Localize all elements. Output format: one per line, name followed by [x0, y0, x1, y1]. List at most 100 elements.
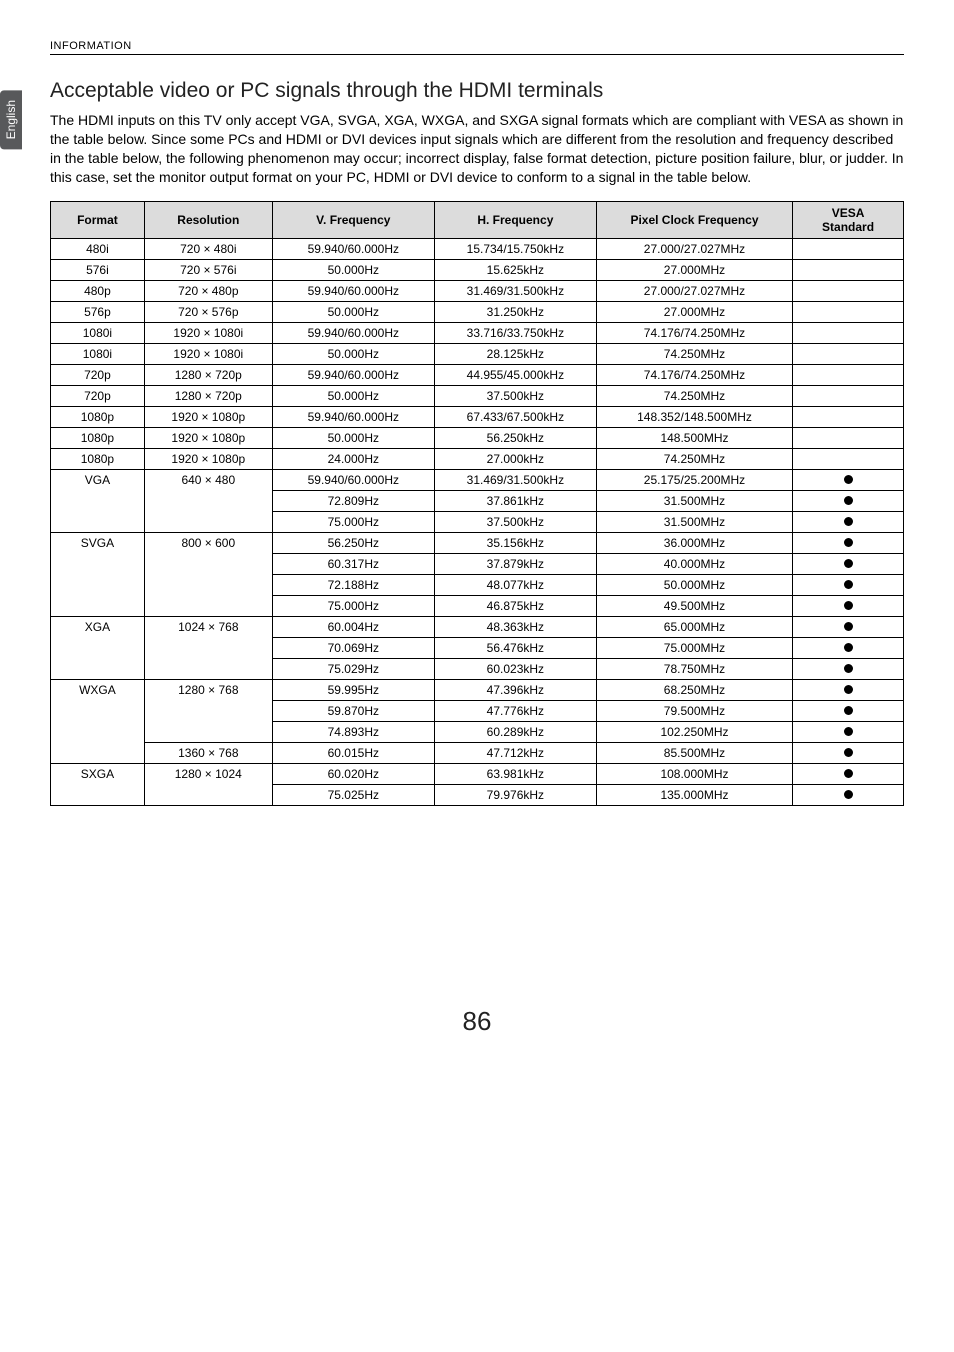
cell-resolution: 1024 × 768 [144, 617, 272, 680]
cell-vfreq: 70.069Hz [272, 638, 434, 659]
cell-hfreq: 56.476kHz [434, 638, 596, 659]
cell-resolution: 720 × 576i [144, 260, 272, 281]
cell-pclock: 40.000MHz [596, 554, 792, 575]
table-header-row: FormatResolutionV. FrequencyH. Frequency… [51, 201, 904, 239]
cell-vfreq: 50.000Hz [272, 302, 434, 323]
cell-resolution: 1360 × 768 [144, 743, 272, 764]
cell-vesa [793, 239, 904, 260]
table-row: 576p720 × 576p50.000Hz31.250kHz27.000MHz [51, 302, 904, 323]
cell-hfreq: 37.500kHz [434, 512, 596, 533]
cell-resolution: 800 × 600 [144, 533, 272, 617]
cell-format: 480i [51, 239, 145, 260]
cell-vesa [793, 407, 904, 428]
table-row: SXGA1280 × 102460.020Hz63.981kHz108.000M… [51, 764, 904, 785]
table-row: 480i720 × 480i59.940/60.000Hz15.734/15.7… [51, 239, 904, 260]
dot-icon [844, 727, 853, 736]
cell-hfreq: 37.861kHz [434, 491, 596, 512]
dot-icon [844, 601, 853, 610]
cell-hfreq: 47.776kHz [434, 701, 596, 722]
cell-format: WXGA [51, 680, 145, 764]
dot-icon [844, 664, 853, 673]
table-row: 720p1280 × 720p50.000Hz37.500kHz74.250MH… [51, 386, 904, 407]
cell-resolution: 720 × 480p [144, 281, 272, 302]
cell-vfreq: 50.000Hz [272, 428, 434, 449]
cell-vfreq: 60.015Hz [272, 743, 434, 764]
cell-pclock: 102.250MHz [596, 722, 792, 743]
signal-table: FormatResolutionV. FrequencyH. Frequency… [50, 201, 904, 807]
cell-vfreq: 24.000Hz [272, 449, 434, 470]
cell-vfreq: 59.870Hz [272, 701, 434, 722]
cell-pclock: 135.000MHz [596, 785, 792, 806]
cell-resolution: 1920 × 1080p [144, 449, 272, 470]
cell-format: 720p [51, 386, 145, 407]
cell-pclock: 27.000/27.027MHz [596, 239, 792, 260]
cell-hfreq: 31.250kHz [434, 302, 596, 323]
cell-pclock: 74.176/74.250MHz [596, 365, 792, 386]
cell-hfreq: 60.289kHz [434, 722, 596, 743]
cell-format: VGA [51, 470, 145, 533]
table-row: 1080i1920 × 1080i50.000Hz28.125kHz74.250… [51, 344, 904, 365]
cell-resolution: 640 × 480 [144, 470, 272, 533]
cell-vesa [793, 785, 904, 806]
dot-icon [844, 685, 853, 694]
cell-hfreq: 47.712kHz [434, 743, 596, 764]
cell-hfreq: 15.734/15.750kHz [434, 239, 596, 260]
dot-icon [844, 790, 853, 799]
cell-pclock: 74.250MHz [596, 449, 792, 470]
table-col-header: Resolution [144, 201, 272, 239]
cell-vfreq: 59.940/60.000Hz [272, 281, 434, 302]
cell-pclock: 148.352/148.500MHz [596, 407, 792, 428]
page-header-label: INFORMATION [50, 40, 904, 55]
cell-hfreq: 37.500kHz [434, 386, 596, 407]
cell-vesa [793, 302, 904, 323]
cell-format: 1080i [51, 323, 145, 344]
cell-hfreq: 79.976kHz [434, 785, 596, 806]
cell-vesa [793, 575, 904, 596]
cell-vesa [793, 491, 904, 512]
table-row: 1080i1920 × 1080i59.940/60.000Hz33.716/3… [51, 323, 904, 344]
table-row: 480p720 × 480p59.940/60.000Hz31.469/31.5… [51, 281, 904, 302]
cell-pclock: 75.000MHz [596, 638, 792, 659]
cell-vfreq: 50.000Hz [272, 386, 434, 407]
table-col-header: Pixel Clock Frequency [596, 201, 792, 239]
table-row: 1080p1920 × 1080p50.000Hz56.250kHz148.50… [51, 428, 904, 449]
cell-format: 720p [51, 365, 145, 386]
cell-vesa [793, 344, 904, 365]
cell-format: 480p [51, 281, 145, 302]
cell-format: SXGA [51, 764, 145, 806]
table-row: XGA1024 × 76860.004Hz48.363kHz65.000MHz [51, 617, 904, 638]
cell-vesa [793, 617, 904, 638]
cell-pclock: 27.000/27.027MHz [596, 281, 792, 302]
dot-icon [844, 517, 853, 526]
cell-hfreq: 46.875kHz [434, 596, 596, 617]
cell-pclock: 78.750MHz [596, 659, 792, 680]
page-number: 86 [50, 1006, 904, 1037]
cell-vesa [793, 701, 904, 722]
cell-vfreq: 50.000Hz [272, 260, 434, 281]
cell-pclock: 68.250MHz [596, 680, 792, 701]
cell-vfreq: 72.188Hz [272, 575, 434, 596]
cell-vesa [793, 386, 904, 407]
cell-hfreq: 47.396kHz [434, 680, 596, 701]
cell-hfreq: 60.023kHz [434, 659, 596, 680]
cell-resolution: 1920 × 1080p [144, 407, 272, 428]
cell-resolution: 720 × 480i [144, 239, 272, 260]
language-tab: English [0, 90, 22, 149]
cell-vesa [793, 764, 904, 785]
cell-vfreq: 75.000Hz [272, 512, 434, 533]
cell-pclock: 85.500MHz [596, 743, 792, 764]
cell-vfreq: 59.940/60.000Hz [272, 407, 434, 428]
cell-hfreq: 35.156kHz [434, 533, 596, 554]
cell-pclock: 74.250MHz [596, 386, 792, 407]
table-row: 1080p1920 × 1080p24.000Hz27.000kHz74.250… [51, 449, 904, 470]
table-row: 576i720 × 576i50.000Hz15.625kHz27.000MHz [51, 260, 904, 281]
cell-format: 576i [51, 260, 145, 281]
cell-pclock: 108.000MHz [596, 764, 792, 785]
cell-vfreq: 59.940/60.000Hz [272, 323, 434, 344]
cell-resolution: 720 × 576p [144, 302, 272, 323]
cell-format: XGA [51, 617, 145, 680]
table-row: SVGA800 × 60056.250Hz35.156kHz36.000MHz [51, 533, 904, 554]
dot-icon [844, 559, 853, 568]
cell-hfreq: 15.625kHz [434, 260, 596, 281]
cell-vesa [793, 533, 904, 554]
